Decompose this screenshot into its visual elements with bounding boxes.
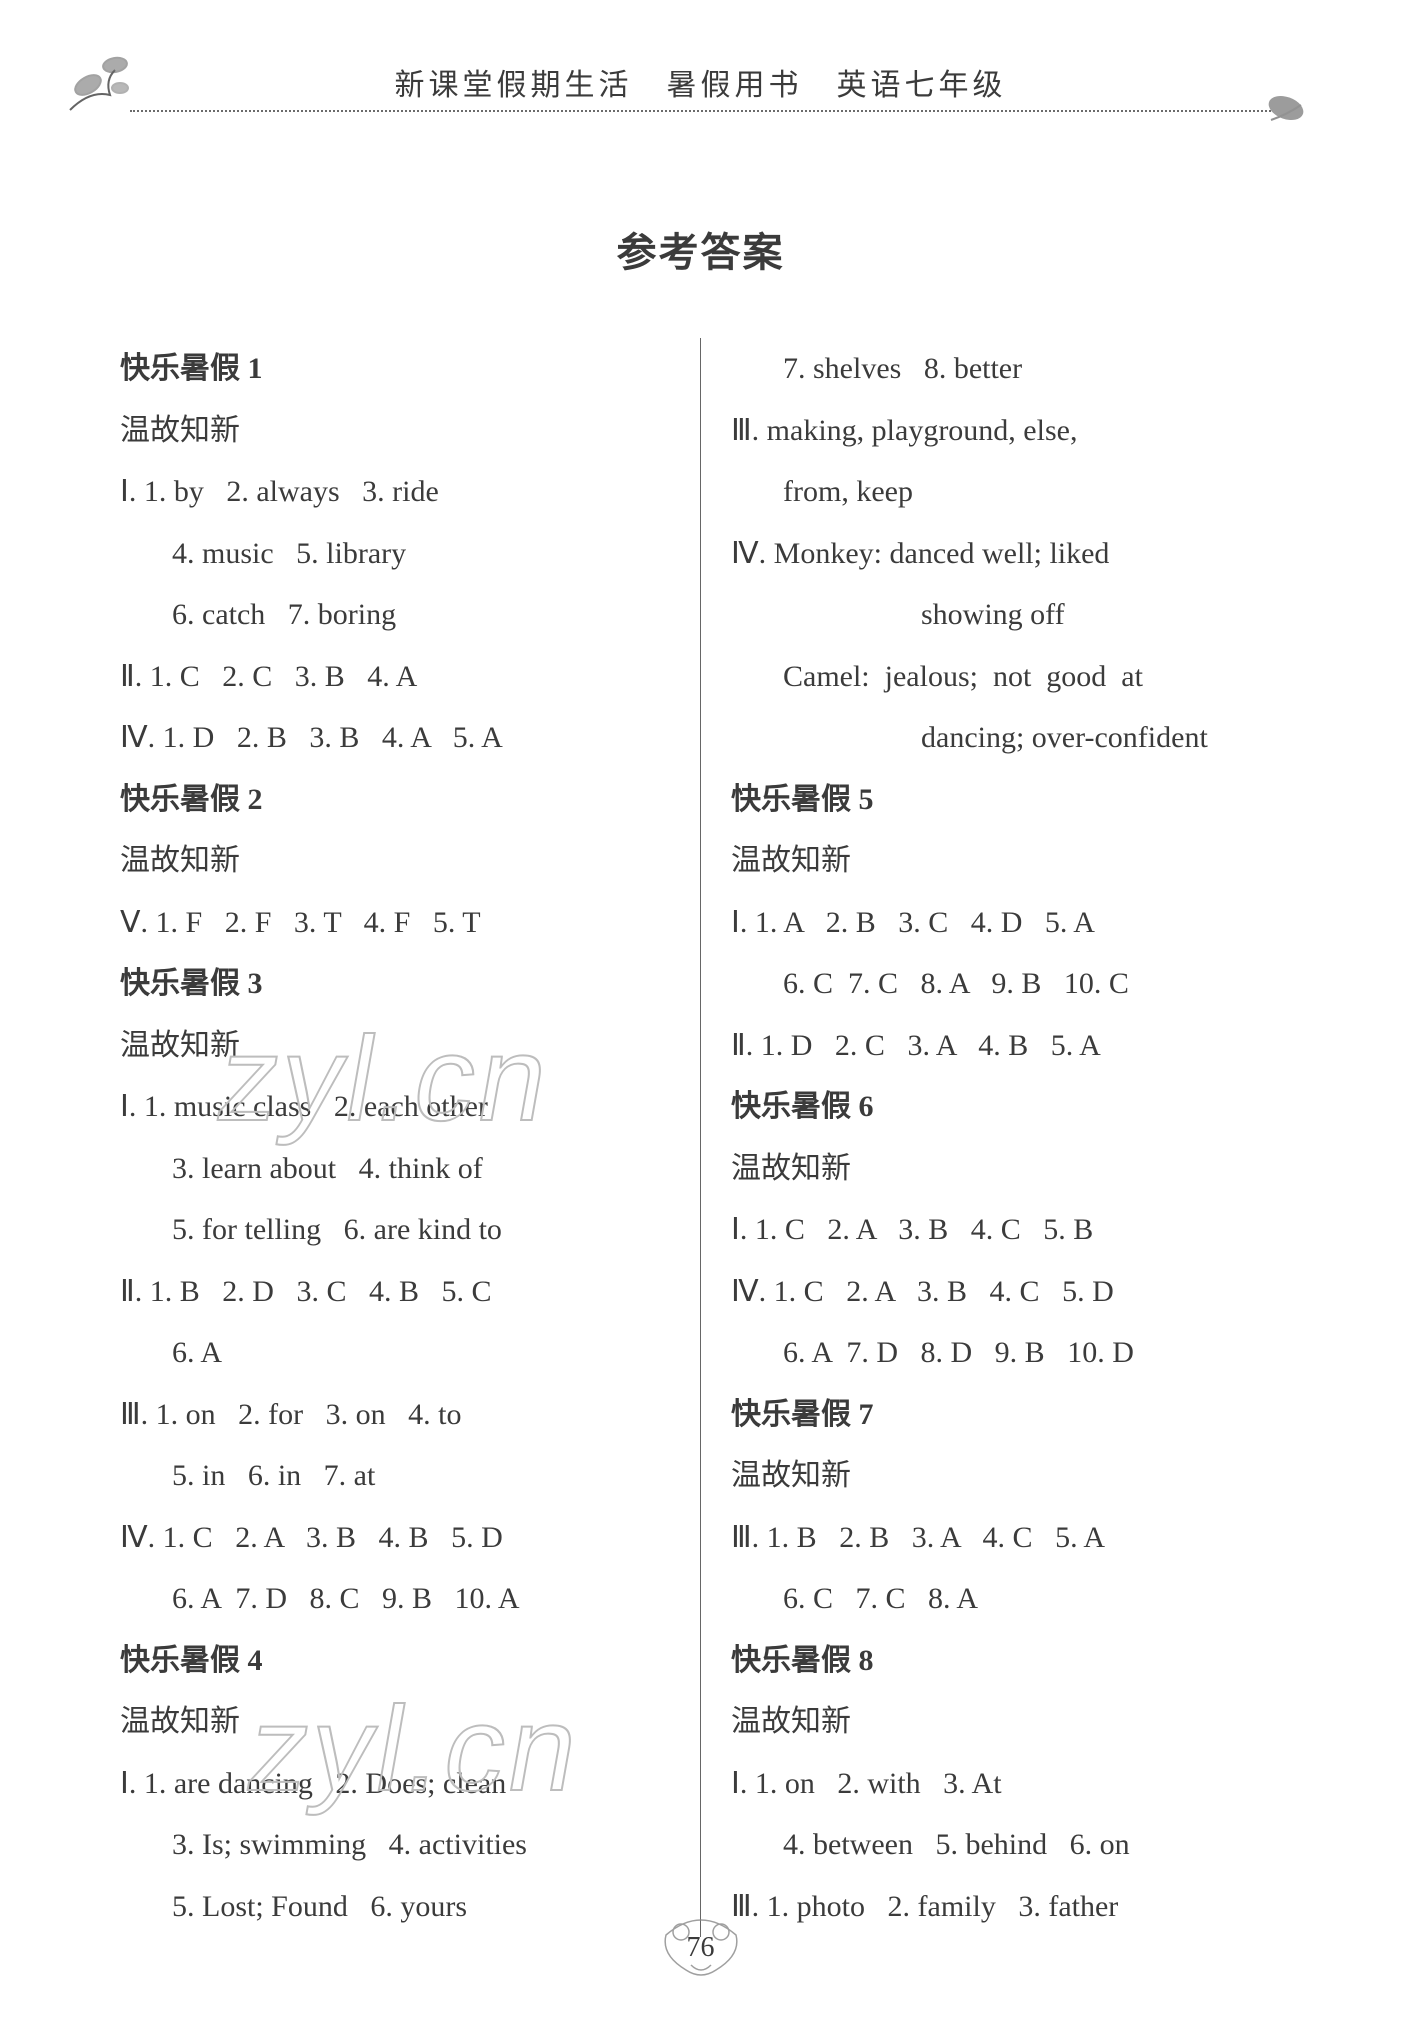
left-answer-line: 5. in 6. in 7. at — [120, 1445, 670, 1507]
left-sub-title: 温故知新 — [120, 1691, 670, 1753]
right-answer-line: Ⅲ. making, playground, else, — [731, 400, 1281, 462]
left-answer-line: 3. Is; swimming 4. activities — [120, 1814, 670, 1876]
page-number: 76 — [646, 1932, 756, 1964]
right-section-title: 快乐暑假 7 — [731, 1384, 1281, 1446]
right-answer-line: Ⅰ. 1. A 2. B 3. C 4. D 5. A — [731, 892, 1281, 954]
columns-container: 快乐暑假 1温故知新Ⅰ. 1. by 2. always 3. ride4. m… — [120, 338, 1281, 1937]
left-section-title: 快乐暑假 1 — [120, 338, 670, 400]
right-answer-line: from, keep — [731, 461, 1281, 523]
left-answer-line: Ⅲ. 1. on 2. for 3. on 4. to — [120, 1384, 670, 1446]
right-column: 7. shelves 8. betterⅢ. making, playgroun… — [701, 338, 1281, 1937]
left-sub-title: 温故知新 — [120, 1015, 670, 1077]
left-section-title: 快乐暑假 2 — [120, 769, 670, 831]
left-answer-line: 4. music 5. library — [120, 523, 670, 585]
right-answer-line: 6. A 7. D 8. D 9. B 10. D — [731, 1322, 1281, 1384]
left-answer-line: Ⅳ. 1. D 2. B 3. B 4. A 5. A — [120, 707, 670, 769]
footer: 76 — [0, 1910, 1401, 1995]
right-answer-line: Ⅱ. 1. D 2. C 3. A 4. B 5. A — [731, 1015, 1281, 1077]
right-answer-line: Ⅰ. 1. on 2. with 3. At — [731, 1753, 1281, 1815]
right-section-title: 快乐暑假 8 — [731, 1630, 1281, 1692]
right-answer-line: showing off — [731, 584, 1281, 646]
left-answer-line: Ⅳ. 1. C 2. A 3. B 4. B 5. D — [120, 1507, 670, 1569]
left-answer-line: Ⅰ. 1. by 2. always 3. ride — [120, 461, 670, 523]
right-answer-line: Ⅲ. 1. B 2. B 3. A 4. C 5. A — [731, 1507, 1281, 1569]
right-section-title: 快乐暑假 5 — [731, 769, 1281, 831]
right-answer-line: dancing; over-confident — [731, 707, 1281, 769]
left-section-title: 快乐暑假 3 — [120, 953, 670, 1015]
left-answer-line: 3. learn about 4. think of — [120, 1138, 670, 1200]
right-sub-title: 温故知新 — [731, 830, 1281, 892]
left-answer-line: Ⅴ. 1. F 2. F 3. T 4. F 5. T — [120, 892, 670, 954]
header-title: 新课堂假期生活 暑假用书 英语七年级 — [120, 50, 1281, 104]
right-section-title: 快乐暑假 6 — [731, 1076, 1281, 1138]
main-title: 参考答案 — [120, 220, 1281, 278]
footer-badge-icon: 76 — [646, 1910, 756, 1990]
left-section-title: 快乐暑假 4 — [120, 1630, 670, 1692]
left-answer-line: 6. catch 7. boring — [120, 584, 670, 646]
right-answer-line: Ⅳ. Monkey: danced well; liked — [731, 523, 1281, 585]
header-divider-line — [130, 110, 1271, 112]
left-answer-line: Ⅰ. 1. are dancing 2. Does; clean — [120, 1753, 670, 1815]
right-answer-line: Camel: jealous; not good at — [731, 646, 1281, 708]
left-answer-line: Ⅱ. 1. C 2. C 3. B 4. A — [120, 646, 670, 708]
left-sub-title: 温故知新 — [120, 830, 670, 892]
right-sub-title: 温故知新 — [731, 1445, 1281, 1507]
left-sub-title: 温故知新 — [120, 400, 670, 462]
header: 新课堂假期生活 暑假用书 英语七年级 — [120, 50, 1281, 160]
right-answer-line: Ⅰ. 1. C 2. A 3. B 4. C 5. B — [731, 1199, 1281, 1261]
left-answer-line: Ⅱ. 1. B 2. D 3. C 4. B 5. C — [120, 1261, 670, 1323]
left-answer-line: Ⅰ. 1. music class 2. each other — [120, 1076, 670, 1138]
left-answer-line: 6. A — [120, 1322, 670, 1384]
right-answer-line: 4. between 5. behind 6. on — [731, 1814, 1281, 1876]
page-root: 新课堂假期生活 暑假用书 英语七年级 参考答案 快乐暑假 1温故知新Ⅰ. 1. … — [0, 0, 1401, 2025]
right-answer-line: Ⅳ. 1. C 2. A 3. B 4. C 5. D — [731, 1261, 1281, 1323]
right-answer-line: 6. C 7. C 8. A — [731, 1568, 1281, 1630]
right-answer-line: 7. shelves 8. better — [731, 338, 1281, 400]
right-sub-title: 温故知新 — [731, 1691, 1281, 1753]
left-column: 快乐暑假 1温故知新Ⅰ. 1. by 2. always 3. ride4. m… — [120, 338, 700, 1937]
right-answer-line: 6. C 7. C 8. A 9. B 10. C — [731, 953, 1281, 1015]
left-answer-line: 5. for telling 6. are kind to — [120, 1199, 670, 1261]
left-answer-line: 6. A 7. D 8. C 9. B 10. A — [120, 1568, 670, 1630]
right-sub-title: 温故知新 — [731, 1138, 1281, 1200]
